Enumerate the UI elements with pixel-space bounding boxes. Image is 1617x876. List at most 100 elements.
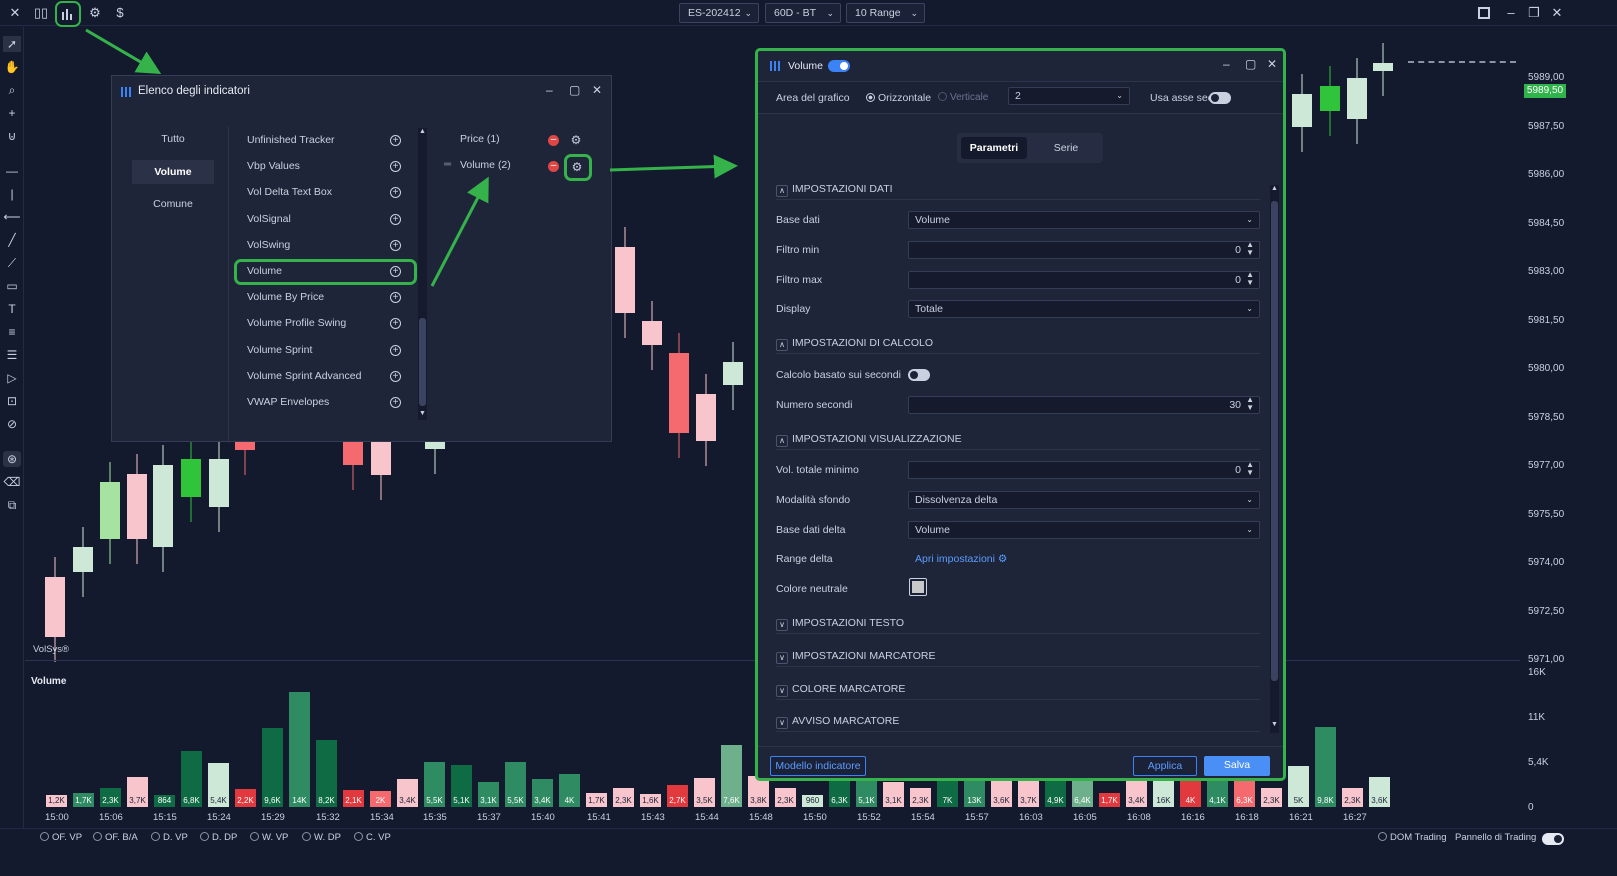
indicator-item[interactable]: Vbp Values (247, 160, 300, 173)
timeframe-select[interactable]: 60D - BT ⌄ (765, 3, 841, 23)
indicator-item[interactable]: Volume By Price (247, 291, 325, 304)
study-toggle[interactable]: C. VP (354, 832, 391, 843)
trading-panel-toggle[interactable] (1542, 833, 1564, 845)
range-delta-link[interactable]: Apri impostazioni ⚙ (915, 553, 1007, 565)
section-marcatore[interactable]: ∨ IMPOSTAZIONI MARCATORE (776, 650, 1260, 667)
section-testo[interactable]: ∨ IMPOSTAZIONI TESTO (776, 617, 1260, 634)
settings-scrollbar[interactable]: ▲ ▼ (1270, 185, 1279, 733)
hand-icon[interactable]: ✋ (4, 60, 20, 74)
category-comune[interactable]: Comune (153, 198, 193, 210)
maximize-icon[interactable]: ▢ (569, 83, 581, 97)
minimize-icon[interactable]: – (1223, 57, 1230, 71)
modello-button[interactable]: Modello indicatore (770, 756, 866, 776)
close-icon[interactable]: ✕ (592, 83, 603, 97)
active-volume-item[interactable]: Volume (2) (460, 159, 511, 171)
crosshair-icon[interactable]: + (8, 106, 16, 120)
currency-icon[interactable]: $ (116, 5, 124, 20)
play-icon[interactable]: ▷ (7, 371, 17, 385)
study-toggle[interactable]: D. VP (151, 832, 188, 843)
base-dati-select[interactable]: Volume ⌄ (908, 211, 1260, 229)
secondary-axis-toggle[interactable] (1209, 92, 1231, 104)
colore-neutrale-swatch[interactable] (909, 578, 927, 596)
maximize-icon[interactable]: ▢ (1245, 57, 1257, 71)
add-icon[interactable]: + (390, 266, 401, 277)
vertical-line-icon[interactable]: | (10, 187, 14, 201)
add-icon[interactable]: + (390, 344, 401, 356)
close-icon[interactable]: ✕ (9, 5, 21, 20)
study-toggle[interactable]: OF. VP (40, 832, 82, 843)
study-toggle[interactable]: OF. B/A (93, 832, 138, 843)
salva-button[interactable]: Salva (1204, 756, 1270, 776)
vol-minimo-input[interactable]: 0 ▲ ▼ (908, 461, 1260, 479)
study-toggle[interactable]: D. DP (200, 832, 237, 843)
text-icon[interactable]: T (8, 302, 16, 316)
spinner-icon[interactable]: ▲ ▼ (1246, 240, 1254, 257)
spinner-icon[interactable]: ▲ ▼ (1246, 395, 1254, 412)
modalita-sfondo-select[interactable]: Dissolvenza delta ⌄ (908, 491, 1260, 509)
section-calcolo[interactable]: ∧ IMPOSTAZIONI DI CALCOLO (776, 337, 1260, 354)
indicator-item[interactable]: Volume Sprint (247, 343, 313, 356)
list-scrollbar[interactable]: ▲ ▼ (418, 128, 427, 420)
minimize-icon[interactable]: – (546, 83, 553, 97)
tab-parametri[interactable]: Parametri (961, 137, 1027, 159)
scroll-down-icon[interactable]: ▼ (419, 410, 426, 417)
base-delta-select[interactable]: Volume ⌄ (908, 521, 1260, 539)
indicators-icon[interactable] (55, 1, 81, 27)
eraser-icon[interactable]: ⌫ (3, 475, 21, 489)
category-tutto[interactable]: Tutto (161, 133, 185, 145)
lock-icon[interactable]: ⊛ (3, 451, 21, 467)
scroll-up-icon[interactable]: ▲ (419, 128, 426, 135)
add-icon[interactable]: + (390, 370, 401, 382)
indicator-item[interactable]: Vol Delta Text Box (247, 186, 333, 199)
add-icon[interactable]: + (390, 135, 401, 146)
section-colore-marcatore[interactable]: ∨ COLORE MARCATORE (776, 683, 1260, 700)
area-select[interactable]: 2 ⌄ (1008, 87, 1130, 105)
orient-horizontal-radio[interactable]: Orizzontale (866, 92, 931, 104)
zoom-icon[interactable]: ⌕ (8, 83, 16, 97)
close-icon[interactable]: ✕ (1267, 57, 1278, 71)
add-icon[interactable]: + (390, 397, 401, 408)
alert-icon[interactable]: ⊘ (6, 417, 18, 431)
symbol-select[interactable]: ES-202412 ⌄ (679, 3, 759, 23)
scroll-up-icon[interactable]: ▲ (1271, 185, 1278, 192)
section-avviso[interactable]: ∨ AVVISO MARCATORE (776, 715, 1260, 732)
indicator-item[interactable]: VWAP Envelopes (247, 396, 330, 408)
rectangle-icon[interactable]: ▭ (6, 279, 18, 293)
minimize-icon[interactable]: – (1507, 5, 1515, 20)
indicator-item[interactable]: Volume (247, 265, 283, 277)
add-icon[interactable]: + (390, 239, 401, 251)
spinner-icon[interactable]: ▲ ▼ (1246, 460, 1254, 477)
numero-secondi-input[interactable]: 30 ▲ ▼ (908, 396, 1260, 414)
cursor-icon[interactable]: ➚ (3, 36, 21, 52)
magnet-icon[interactable]: ⊍ (7, 129, 17, 143)
maximize-panel-icon[interactable] (1474, 3, 1494, 23)
note-icon[interactable]: ⊡ (6, 394, 18, 408)
restore-icon[interactable]: ❐ (1528, 5, 1540, 20)
applica-button[interactable]: Applica (1133, 756, 1197, 776)
study-toggle[interactable]: W. DP (302, 832, 341, 843)
columns-icon[interactable]: ▯▯ (33, 5, 49, 20)
range-select[interactable]: 10 Range ⌄ (846, 3, 925, 23)
ray-icon[interactable]: ⟵ (3, 210, 21, 224)
ruler-icon[interactable]: ⟋ (7, 256, 17, 270)
section-dati[interactable]: ∧ IMPOSTAZIONI DATI (776, 183, 1260, 200)
filtro-min-input[interactable]: 0 ▲ ▼ (908, 241, 1260, 259)
scroll-down-icon[interactable]: ▼ (1271, 721, 1278, 728)
remove-icon[interactable]: – (548, 135, 559, 146)
horizontal-line-icon[interactable]: — (6, 164, 18, 178)
trendline-icon[interactable]: ╱ (8, 233, 16, 247)
study-toggle[interactable]: W. VP (250, 832, 288, 843)
close-window-icon[interactable]: ✕ (1551, 5, 1563, 20)
gear-icon[interactable]: ⚙ (570, 133, 582, 147)
dom-trading-toggle[interactable]: DOM Trading (1378, 832, 1447, 843)
section-visualizzazione[interactable]: ∧ IMPOSTAZIONI VISUALIZZAZIONE (776, 433, 1260, 450)
add-icon[interactable]: + (390, 292, 401, 304)
spinner-icon[interactable]: ▲ ▼ (1246, 270, 1254, 287)
add-icon[interactable]: + (390, 213, 401, 225)
indicator-item[interactable]: Unfinished Tracker (247, 134, 335, 146)
layers-icon[interactable]: ⧉ (7, 498, 17, 512)
category-volume[interactable]: Volume (132, 160, 214, 184)
display-select[interactable]: Totale ⌄ (908, 300, 1260, 318)
fib-icon[interactable]: ≡ (8, 325, 16, 339)
tab-serie[interactable]: Serie (1053, 142, 1079, 154)
